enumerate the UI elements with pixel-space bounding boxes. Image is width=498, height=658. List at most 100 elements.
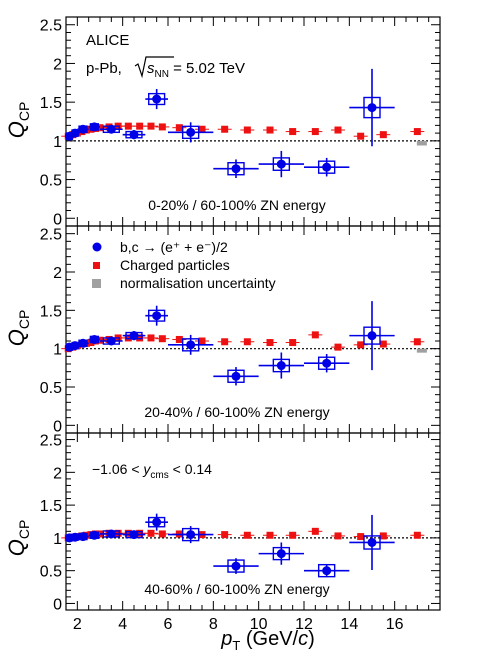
charged-point	[243, 126, 251, 134]
x-tick-label: 16	[386, 616, 404, 633]
centrality-label: 40-60% / 60-100% ZN energy	[144, 581, 329, 597]
hfe-point-syst-box	[148, 516, 166, 528]
hfe-point	[106, 124, 116, 134]
x-axis-title-unit-close: )	[308, 628, 315, 650]
hfe-point	[276, 159, 286, 169]
charged-point	[136, 122, 144, 130]
charged-point	[334, 126, 342, 134]
rapidity-prefix: −1.06 <	[92, 461, 143, 477]
svg-text:p-Pb,: p-Pb,	[86, 60, 122, 77]
legend-hfe-label: b,c → (e⁺ + e⁻)/2	[120, 239, 228, 255]
charged-point	[413, 128, 421, 136]
charged-point	[413, 338, 421, 346]
hfe-point	[367, 103, 377, 113]
hfe-point	[129, 130, 139, 140]
charged-point	[124, 334, 132, 342]
hfe-point-syst-box	[181, 125, 200, 140]
normalisation-uncertainty-box	[416, 140, 427, 146]
y-tick-label: 1.5	[40, 95, 62, 112]
y-tick-label: 0.5	[40, 564, 62, 581]
centrality-label: 0-20% / 60-100% ZN energy	[148, 197, 325, 213]
charged-point	[289, 531, 297, 539]
hfe-point	[322, 162, 332, 172]
hfe-point	[70, 341, 80, 351]
hfe-point	[322, 358, 332, 368]
svg-text:QCP: QCP	[4, 102, 32, 139]
y-tick-label: 0	[53, 418, 62, 435]
charged-point	[334, 532, 342, 540]
charged-point	[198, 337, 206, 345]
hfe-point	[70, 128, 80, 138]
y-axis-title-panel-1: QCP	[4, 102, 32, 139]
y-axis-title-main: Q	[4, 539, 29, 556]
hfe-point	[89, 122, 99, 132]
panel-2: 0 0.5 1 1.5 2 2.5 20-40% / 60-100% ZN energy	[40, 225, 441, 435]
y-tick-label: 2.5	[40, 433, 62, 450]
charged-point	[221, 338, 229, 346]
hfe-point	[152, 94, 162, 104]
charged-point	[379, 131, 387, 139]
legend-hfe-marker	[92, 242, 102, 252]
y-axis-title-sub: CP	[16, 520, 32, 539]
hfe-point	[231, 164, 241, 174]
charged-point	[124, 529, 132, 537]
x-axis-title: pT (GeV/c)	[220, 628, 315, 653]
charged-point	[243, 531, 251, 539]
charged-point	[147, 529, 155, 537]
charged-particles-series	[61, 122, 425, 140]
legend: b,c → (e⁺ + e⁻)/2 Charged particles norm…	[92, 239, 276, 291]
charged-point	[334, 343, 342, 351]
hfe-point	[186, 340, 196, 350]
y-tick-label: 0	[53, 596, 62, 613]
hfe-point	[129, 331, 139, 341]
charged-point	[198, 125, 206, 133]
charged-point	[175, 124, 183, 132]
charged-point	[266, 339, 274, 347]
charged-point	[158, 335, 166, 343]
charged-point	[311, 527, 319, 535]
system-prefix: p-Pb,	[86, 60, 122, 77]
energy-label: = 5.02 TeV	[169, 60, 245, 77]
charged-point	[357, 341, 365, 349]
hfe-point	[322, 566, 332, 576]
hfe-point-syst-box	[272, 546, 291, 561]
charged-point	[311, 128, 319, 136]
charged-point	[379, 340, 387, 348]
hfe-point	[231, 371, 241, 381]
charged-point	[175, 335, 183, 343]
hfe-point	[70, 532, 80, 542]
charged-point	[158, 530, 166, 538]
charged-point	[221, 531, 229, 539]
y-tick-label: 2	[53, 465, 62, 482]
charged-point	[413, 531, 421, 539]
hfe-point	[106, 529, 116, 539]
x-tick-label: 14	[340, 616, 358, 633]
hfe-point	[276, 361, 286, 371]
hfe-point-syst-box	[363, 96, 381, 119]
hfe-point	[89, 530, 99, 540]
y-tick-label: 2.5	[40, 227, 62, 244]
y-tick-label: 1.5	[40, 498, 62, 515]
y-tick-label: 2	[53, 265, 62, 282]
rapidity-sub: cms	[150, 470, 168, 481]
hfe-point	[231, 561, 241, 571]
hfe-point-syst-box	[272, 358, 291, 373]
hfe-point	[367, 537, 377, 547]
hfe-point-syst-box	[227, 369, 245, 383]
hfe-point-syst-box	[227, 162, 245, 176]
legend-norm-label: normalisation uncertainty	[120, 275, 276, 291]
charged-point	[147, 122, 155, 130]
hfe-point-syst-box	[317, 356, 336, 370]
y-tick-label: 1	[53, 531, 62, 548]
hfe-point-syst-box	[363, 535, 381, 550]
y-tick-label: 2.5	[40, 18, 62, 35]
x-tick-label: 12	[295, 616, 313, 633]
x-axis-title-unit-open: (GeV/	[240, 628, 298, 650]
y-tick-label: 1	[53, 134, 62, 151]
rapidity-label: −1.06 < ycms < 0.14	[92, 461, 212, 481]
x-tick-label: 4	[118, 616, 127, 633]
legend-charged-label: Charged particles	[120, 257, 230, 273]
rapidity-var: y	[142, 461, 151, 477]
x-tick-label: 8	[209, 616, 218, 633]
